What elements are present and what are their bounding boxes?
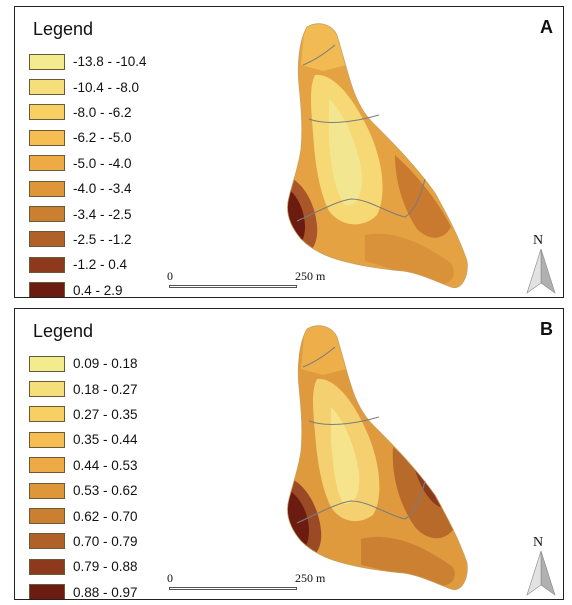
legend-swatch: [29, 282, 65, 297]
legend-label: 0.44 - 0.53: [73, 457, 138, 473]
legend-label: 0.70 - 0.79: [73, 533, 138, 549]
legend-swatch: [29, 381, 65, 398]
scale-line: [169, 587, 297, 590]
legend-item: -3.4 - -2.5: [29, 201, 147, 226]
legend-item: 0.79 - 0.88: [29, 554, 138, 579]
subbasin-line-north: [302, 44, 336, 66]
legend-swatch: [29, 129, 65, 146]
legend-swatch: [29, 256, 65, 273]
map-zone-valley-floor: [331, 407, 360, 504]
subbasin-line-middle: [308, 416, 380, 425]
legend-item: 0.35 - 0.44: [29, 427, 138, 452]
legend-label: 0.4 - 2.9: [73, 282, 123, 298]
legend-item: 0.88 - 0.97: [29, 580, 138, 600]
legend-swatch: [29, 482, 65, 499]
legend-title: Legend: [33, 19, 94, 39]
legend-item: 0.53 - 0.62: [29, 478, 138, 503]
legend-label: 0.09 - 0.18: [73, 356, 138, 372]
legend-label: -3.4 - -2.5: [73, 206, 132, 222]
map-panel-a: Legend -13.8 - -10.4 -10.4 - -8.0 -8.0 - -…: [14, 6, 564, 298]
legend-item: -5.0 - -4.0: [29, 151, 147, 176]
legend-swatch: [29, 508, 65, 525]
subbasin-line-south: [296, 480, 426, 524]
legend-title: Legend: [33, 321, 94, 341]
legend-swatch: [29, 533, 65, 550]
legend-item: -8.0 - -6.2: [29, 100, 147, 125]
legend: -13.8 - -10.4 -10.4 - -8.0 -8.0 - -6.2 -6.2…: [29, 49, 147, 298]
panel-label: A: [540, 17, 553, 37]
legend-label: -2.5 - -1.2: [73, 231, 132, 247]
subbasin-line-middle: [308, 114, 380, 123]
legend-label: 0.79 - 0.88: [73, 559, 138, 575]
legend-swatch: [29, 53, 65, 70]
legend-label: -5.0 - -4.0: [73, 155, 132, 171]
legend-label: -8.0 - -6.2: [73, 104, 132, 120]
map-panel-b: Legend 0.09 - 0.18 0.18 - 0.27 0.27 - 0.35…: [14, 308, 564, 600]
legend-label: 0.88 - 0.97: [73, 584, 138, 600]
legend-swatch: [29, 355, 65, 372]
legend-label: 0.53 - 0.62: [73, 483, 138, 499]
panel-label: B: [540, 319, 553, 339]
scale-end-label: 250 m: [295, 571, 326, 585]
legend-label: 0.62 - 0.70: [73, 508, 138, 524]
legend-label: -10.4 - -8.0: [73, 79, 140, 95]
legend-item: 0.44 - 0.53: [29, 453, 138, 478]
legend-label: 0.18 - 0.27: [73, 381, 138, 397]
legend-swatch: [29, 558, 65, 575]
map-zone-east-slope: [392, 447, 455, 539]
north-label: N: [533, 233, 544, 248]
legend-swatch: [29, 406, 65, 423]
legend-label: -1.2 - 0.4: [73, 257, 128, 273]
map-zone-south: [361, 536, 455, 587]
legend: 0.09 - 0.18 0.18 - 0.27 0.27 - 0.35 0.35 - …: [29, 351, 138, 600]
legend-swatch: [29, 155, 65, 172]
legend-label: -6.2 - -5.0: [73, 130, 132, 146]
map-zone-east-slope: [395, 155, 451, 238]
north-arrow-icon: N: [525, 535, 557, 597]
map-zone-south: [365, 233, 454, 284]
north-arrow-icon: N: [525, 233, 557, 295]
legend-item: -6.2 - -5.0: [29, 125, 147, 150]
legend-swatch: [29, 79, 65, 96]
legend-swatch: [29, 584, 65, 599]
map-zone-valley-floor: [329, 99, 363, 206]
legend-swatch: [29, 104, 65, 121]
legend-label: 0.27 - 0.35: [73, 406, 138, 422]
scale-bar: 0 250 m: [167, 269, 377, 295]
subbasin-line-north: [302, 346, 336, 368]
legend-item: -1.2 - 0.4: [29, 252, 147, 277]
legend-swatch: [29, 180, 65, 197]
legend-swatch: [29, 457, 65, 474]
legend-item: 0.18 - 0.27: [29, 376, 138, 401]
catchment-boundary: [287, 325, 468, 591]
legend-label: -4.0 - -3.4: [73, 181, 132, 197]
legend-item: -4.0 - -3.4: [29, 176, 147, 201]
legend-item: 0.27 - 0.35: [29, 402, 138, 427]
map-zone-north: [301, 325, 347, 375]
scale-bar: 0 250 m: [167, 571, 377, 597]
subbasin-line-south: [296, 178, 426, 222]
legend-item: 0.09 - 0.18: [29, 351, 138, 376]
scale-line: [169, 285, 297, 288]
legend-swatch: [29, 231, 65, 248]
scale-start-label: 0: [167, 269, 173, 283]
north-label: N: [533, 535, 544, 550]
map-zone-north: [301, 23, 347, 71]
scale-end-label: 250 m: [295, 269, 326, 283]
legend-swatch: [29, 206, 65, 223]
legend-label: 0.35 - 0.44: [73, 432, 138, 448]
legend-item: 0.62 - 0.70: [29, 503, 138, 528]
legend-item: 0.70 - 0.79: [29, 529, 138, 554]
legend-item: -13.8 - -10.4: [29, 49, 147, 74]
legend-item: -10.4 - -8.0: [29, 74, 147, 99]
legend-label: -13.8 - -10.4: [73, 54, 147, 70]
legend-item: -2.5 - -1.2: [29, 227, 147, 252]
scale-start-label: 0: [167, 571, 173, 585]
legend-item: 0.4 - 2.9: [29, 278, 147, 298]
catchment-boundary: [287, 23, 468, 289]
catchment-map: [287, 325, 468, 591]
catchment-map: [287, 23, 468, 289]
map-zone-west-core: [287, 487, 309, 551]
legend-swatch: [29, 431, 65, 448]
